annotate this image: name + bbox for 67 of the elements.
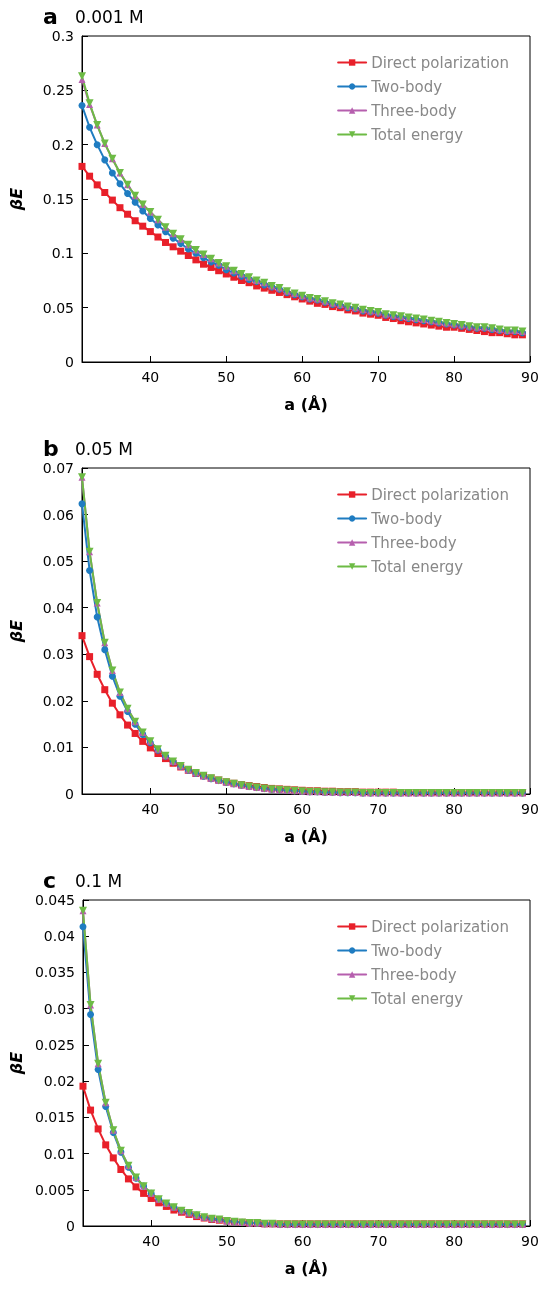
- x-tick-label: 60: [293, 801, 312, 817]
- x-tick-label: 50: [217, 369, 236, 385]
- x-tick-label: 70: [369, 801, 388, 817]
- x-tick-label: 80: [445, 369, 463, 385]
- x-tick-label: 80: [445, 1233, 464, 1249]
- legend-label: Two-body: [370, 77, 443, 96]
- y-tick-label: 0.04: [42, 599, 75, 616]
- x-tick-label: 40: [141, 801, 160, 817]
- legend-label: Total energy: [370, 557, 464, 576]
- x-tick-label: 40: [142, 1233, 161, 1249]
- legend-label: Direct polarization: [371, 917, 509, 936]
- legend-label: Direct polarization: [371, 53, 509, 72]
- y-tick-label: 0.035: [34, 964, 75, 981]
- y-tick-label: 0.015: [34, 1109, 75, 1126]
- legend-label: Three-body: [370, 533, 457, 552]
- chart-subtitle: 0.05 M: [75, 438, 133, 459]
- chart-subtitle: 0.1 M: [75, 870, 123, 891]
- y-tick-label: 0.02: [42, 692, 74, 709]
- x-tick-label: 60: [293, 1233, 312, 1249]
- y-tick-label: 0.02: [43, 1073, 75, 1090]
- legend-label: Two-body: [370, 509, 443, 528]
- x-tick-label: 50: [218, 1233, 236, 1249]
- x-tick-label: 50: [217, 801, 236, 817]
- x-tick-label: 90: [521, 369, 539, 385]
- chart-title: b: [43, 435, 59, 461]
- legend-label: Two-body: [370, 941, 443, 960]
- y-tick-label: 0.2: [51, 136, 74, 153]
- y-axis-title: βE: [6, 1051, 26, 1076]
- y-tick-label: 0.025: [34, 1036, 75, 1053]
- y-axis-title: βE: [6, 187, 26, 212]
- legend-label: Direct polarization: [371, 485, 509, 504]
- x-axis-title: a (Å): [284, 1258, 329, 1278]
- x-tick-label: 60: [293, 369, 312, 385]
- y-tick-label: 0.05: [42, 299, 74, 316]
- x-tick-label: 70: [369, 369, 388, 385]
- chart-subtitle: 0.001 M: [75, 6, 144, 27]
- y-tick-label: 0.045: [34, 892, 75, 908]
- x-tick-label: 70: [369, 1233, 388, 1249]
- legend-label: Total energy: [370, 125, 464, 144]
- y-axis-title: βE: [6, 619, 26, 644]
- y-tick-label: 0.3: [51, 28, 74, 44]
- y-tick-label: 0.07: [42, 460, 74, 476]
- x-tick-label: 90: [521, 1233, 539, 1249]
- legend-label: Three-body: [370, 101, 457, 120]
- legend-label: Three-body: [370, 965, 457, 984]
- y-tick-label: 0.04: [43, 928, 76, 945]
- chart-title: a: [43, 3, 58, 29]
- y-tick-label: 0.01: [42, 739, 74, 756]
- y-tick-label: 0.005: [34, 1181, 75, 1198]
- legend-label: Total energy: [370, 989, 464, 1008]
- x-tick-label: 90: [521, 801, 539, 817]
- y-tick-label: 0.15: [42, 191, 74, 207]
- y-tick-label: 0.06: [42, 506, 75, 523]
- x-tick-label: 40: [141, 369, 160, 385]
- x-tick-label: 80: [445, 801, 463, 817]
- y-tick-label: 0.1: [51, 245, 74, 262]
- y-tick-label: 0.03: [43, 1000, 75, 1017]
- y-tick-label: 0: [66, 1218, 75, 1234]
- x-axis-title: a (Å): [284, 826, 328, 846]
- x-axis-title: a (Å): [284, 394, 328, 414]
- y-tick-label: 0.05: [42, 553, 74, 570]
- y-tick-label: 0.25: [42, 82, 74, 99]
- y-tick-label: 0: [65, 786, 74, 802]
- chart-title: c: [43, 867, 57, 893]
- y-tick-label: 0: [65, 354, 74, 370]
- y-tick-label: 0.01: [43, 1145, 75, 1162]
- y-tick-label: 0.03: [42, 646, 74, 663]
